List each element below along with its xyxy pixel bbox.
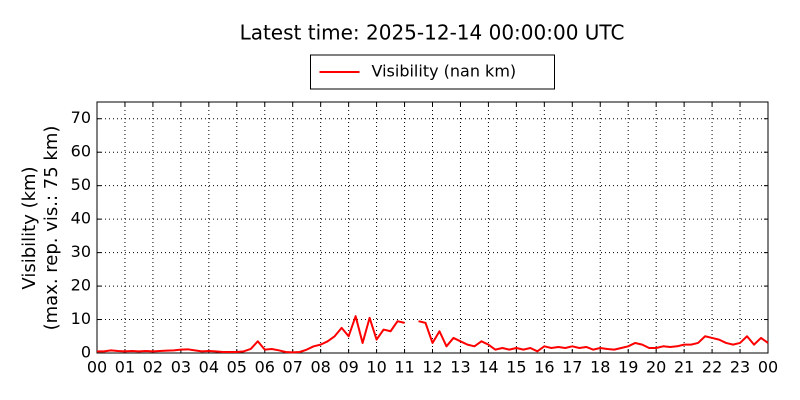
x-tick-label: 02 — [143, 358, 163, 377]
x-tick-label: 18 — [590, 358, 610, 377]
x-tick-label: 09 — [338, 358, 358, 377]
x-tick-label: 00 — [758, 358, 778, 377]
y-tick-label: 50 — [71, 175, 91, 194]
x-tick-label: 06 — [255, 358, 275, 377]
x-tick-label: 11 — [394, 358, 414, 377]
y-tick-label: 60 — [71, 142, 91, 161]
x-tick-label: 15 — [506, 358, 526, 377]
x-tick-label: 12 — [422, 358, 442, 377]
y-tick-label: 10 — [71, 309, 91, 328]
x-tick-label: 23 — [730, 358, 750, 377]
x-tick-label: 19 — [618, 358, 638, 377]
x-tick-label: 07 — [283, 358, 303, 377]
x-tick-label: 08 — [310, 358, 330, 377]
x-tick-label: 21 — [674, 358, 694, 377]
x-tick-label: 10 — [366, 358, 386, 377]
y-axis-label: Visibility (km) — [19, 166, 40, 289]
x-tick-label: 14 — [478, 358, 498, 377]
x-tick-label: 03 — [171, 358, 191, 377]
x-tick-label: 00 — [87, 358, 107, 377]
x-tick-label: 20 — [646, 358, 666, 377]
x-tick-label: 04 — [199, 358, 219, 377]
x-tick-label: 22 — [702, 358, 722, 377]
y-tick-label: 40 — [71, 209, 91, 228]
x-tick-label: 16 — [534, 358, 554, 377]
y-tick-label: 70 — [71, 108, 91, 127]
plot-frame — [96, 101, 769, 354]
y-axis-label: (max. rep. vis.: 75 km) — [41, 126, 62, 331]
legend-label: Visibility (nan km) — [372, 62, 517, 81]
x-tick-label: 05 — [227, 358, 247, 377]
y-tick-label: 20 — [71, 276, 91, 295]
data-line — [97, 315, 769, 354]
x-tick-label: 17 — [562, 358, 582, 377]
x-tick-label: 01 — [115, 358, 135, 377]
y-tick-label: 30 — [71, 242, 91, 261]
x-tick-label: 13 — [450, 358, 470, 377]
chart-title: Latest time: 2025-12-14 00:00:00 UTC — [240, 21, 625, 45]
y-tick-label: 0 — [81, 343, 91, 362]
